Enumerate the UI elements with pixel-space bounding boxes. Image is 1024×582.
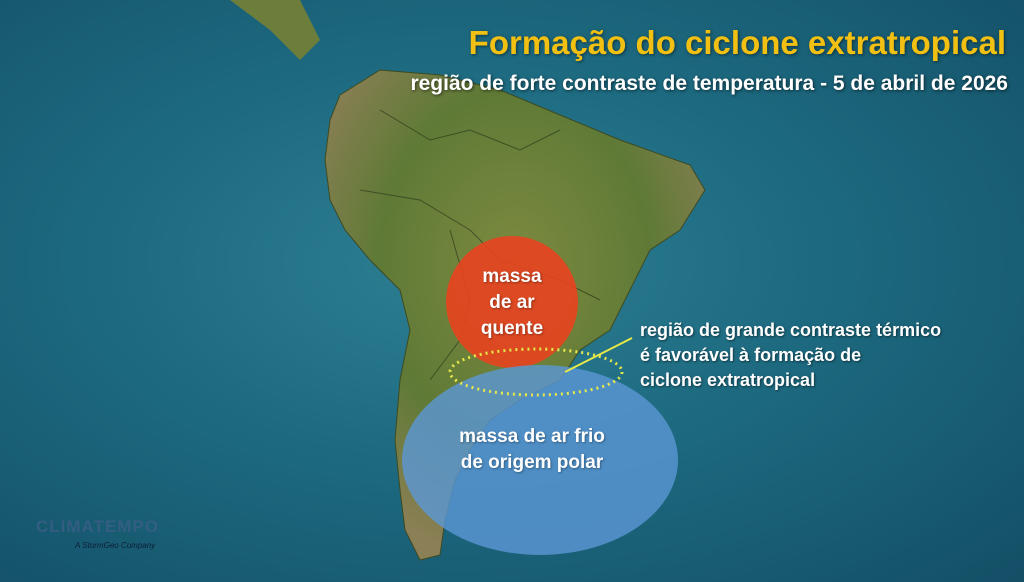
note-line: é favorável à formação de xyxy=(640,345,862,365)
contrast-zone-ellipse xyxy=(448,347,624,397)
page-subtitle: região de forte contraste de temperatura… xyxy=(410,72,1008,95)
warm-mass-line: quente xyxy=(480,318,544,339)
warm-air-mass xyxy=(446,236,578,368)
callout-line xyxy=(564,337,633,373)
climatempo-logo: CLIMATEMPO xyxy=(36,517,160,536)
central-america-landmass xyxy=(230,0,320,60)
cold-mass-line: massa de ar frio xyxy=(459,426,605,447)
warm-mass-line: massa xyxy=(482,266,542,287)
contrast-zone-note: região de grande contraste térmico é fav… xyxy=(640,318,941,393)
note-line: ciclone extratropical xyxy=(640,370,816,390)
logo-tagline: A StormGeo Company xyxy=(75,541,156,550)
cold-mass-line: de origem polar xyxy=(460,452,604,473)
page-title: Formação do ciclone extratropical xyxy=(468,24,1006,61)
warm-mass-label: massa de ar quente xyxy=(462,264,562,342)
cold-air-mass xyxy=(402,365,678,555)
cold-mass-label: massa de ar frio de origem polar xyxy=(432,424,632,476)
note-line: região de grande contraste térmico xyxy=(640,320,942,340)
warm-mass-line: de ar xyxy=(489,292,535,313)
